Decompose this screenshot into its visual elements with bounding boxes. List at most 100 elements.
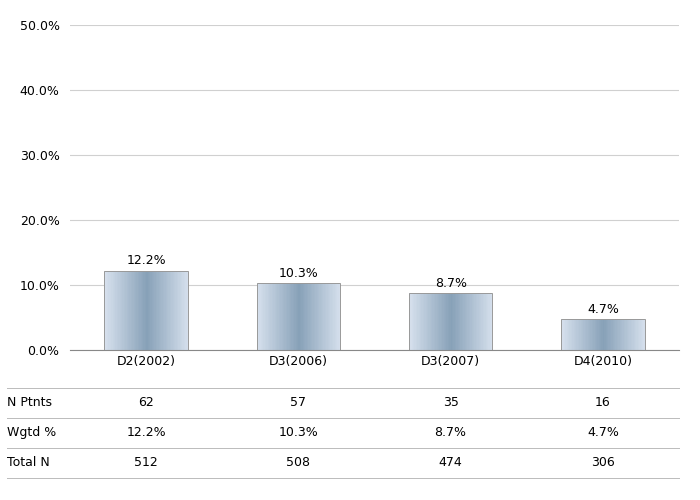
Bar	[472, 294, 473, 350]
Bar	[587, 320, 589, 350]
Bar	[573, 320, 575, 350]
Bar	[639, 320, 640, 350]
Bar	[419, 294, 420, 350]
Bar	[270, 283, 272, 350]
Bar	[442, 294, 444, 350]
Bar	[183, 270, 184, 350]
Bar	[294, 283, 295, 350]
Bar	[456, 294, 458, 350]
Bar	[426, 294, 427, 350]
Bar	[104, 270, 106, 350]
Bar	[620, 320, 621, 350]
Bar	[177, 270, 178, 350]
Bar	[441, 294, 442, 350]
Bar	[139, 270, 141, 350]
Bar	[297, 283, 298, 350]
Bar	[469, 294, 470, 350]
Bar	[155, 270, 156, 350]
Bar	[576, 320, 578, 350]
Bar	[305, 283, 307, 350]
Bar	[476, 294, 477, 350]
Bar	[444, 294, 445, 350]
Bar	[437, 294, 438, 350]
Bar	[166, 270, 167, 350]
Bar	[298, 283, 300, 350]
Bar	[181, 270, 183, 350]
Bar	[274, 283, 276, 350]
Bar	[110, 270, 111, 350]
Bar	[337, 283, 339, 350]
Bar	[475, 294, 476, 350]
Bar	[149, 270, 150, 350]
Bar	[266, 283, 267, 350]
Bar	[596, 320, 597, 350]
Bar	[295, 283, 297, 350]
Bar	[624, 320, 625, 350]
Text: 306: 306	[591, 456, 615, 469]
Text: 474: 474	[439, 456, 463, 469]
Bar	[125, 270, 127, 350]
Bar	[267, 283, 269, 350]
Bar	[417, 294, 419, 350]
Bar	[572, 320, 573, 350]
Bar	[256, 283, 340, 350]
Bar	[304, 283, 305, 350]
Bar	[490, 294, 491, 350]
Bar	[487, 294, 489, 350]
Bar	[117, 270, 118, 350]
Bar	[113, 270, 114, 350]
Bar	[486, 294, 487, 350]
Bar	[440, 294, 441, 350]
Bar	[184, 270, 186, 350]
Bar	[283, 283, 284, 350]
Bar	[593, 320, 594, 350]
Bar	[269, 283, 270, 350]
Bar	[173, 270, 174, 350]
Bar	[172, 270, 173, 350]
Bar	[160, 270, 162, 350]
Bar	[153, 270, 155, 350]
Bar	[136, 270, 138, 350]
Text: 16: 16	[595, 396, 610, 409]
Bar	[272, 283, 273, 350]
Bar	[300, 283, 301, 350]
Bar	[118, 270, 120, 350]
Text: 4.7%: 4.7%	[587, 426, 619, 439]
Bar	[603, 320, 604, 350]
Bar	[308, 283, 309, 350]
Bar	[463, 294, 465, 350]
Bar	[562, 320, 564, 350]
Bar	[174, 270, 176, 350]
Bar	[640, 320, 642, 350]
Bar	[438, 294, 440, 350]
Bar	[468, 294, 469, 350]
Bar	[290, 283, 291, 350]
Bar	[120, 270, 121, 350]
Bar	[169, 270, 170, 350]
Bar	[569, 320, 570, 350]
Bar	[607, 320, 608, 350]
Bar	[459, 294, 461, 350]
Bar	[597, 320, 598, 350]
Bar	[608, 320, 610, 350]
Bar	[128, 270, 130, 350]
Bar	[629, 320, 631, 350]
Bar	[421, 294, 423, 350]
Bar	[604, 320, 606, 350]
Bar	[318, 283, 319, 350]
Bar	[332, 283, 333, 350]
Bar	[564, 320, 565, 350]
Bar	[617, 320, 618, 350]
Bar	[116, 270, 117, 350]
Bar	[451, 294, 452, 350]
Bar	[276, 283, 277, 350]
Bar	[479, 294, 480, 350]
Bar	[323, 283, 325, 350]
Bar	[625, 320, 626, 350]
Bar	[561, 320, 562, 350]
Bar	[333, 283, 335, 350]
Bar	[430, 294, 431, 350]
Bar	[482, 294, 483, 350]
Bar	[158, 270, 159, 350]
Bar	[589, 320, 590, 350]
